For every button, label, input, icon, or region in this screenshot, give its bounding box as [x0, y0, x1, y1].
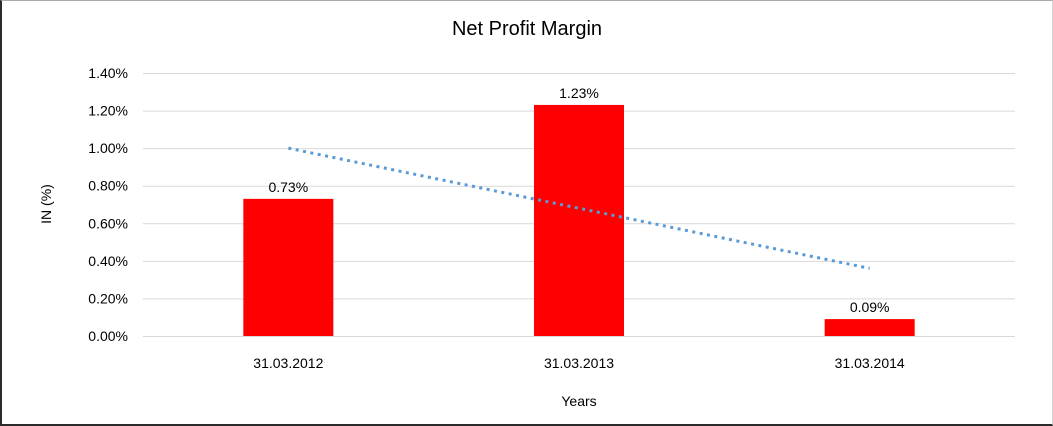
bar-data-label: 0.73%: [268, 179, 308, 195]
x-axis-title: Years: [561, 393, 597, 409]
bar-data-label: 0.09%: [850, 299, 890, 315]
bar-1: [534, 104, 624, 336]
y-tick-label: 0.60%: [88, 215, 128, 231]
bar-data-label: 1.23%: [559, 85, 599, 101]
x-category-label: 31.03.2013: [544, 355, 614, 371]
y-tick-label: 0.00%: [88, 328, 128, 344]
y-tick-label: 0.80%: [88, 178, 128, 194]
chart-title: Net Profit Margin: [451, 18, 603, 40]
x-category-label: 31.03.2014: [835, 355, 905, 371]
trendline: [288, 146, 870, 270]
y-tick-label: 1.20%: [88, 103, 128, 119]
bar-2: [824, 319, 915, 336]
y-tick-label: 1.00%: [88, 140, 128, 156]
x-category-label: 31.03.2012: [253, 355, 323, 371]
y-tick-label: 0.20%: [88, 290, 128, 306]
y-tick-label: 1.40%: [88, 65, 128, 81]
y-tick-label: 0.40%: [88, 253, 128, 269]
bar-0: [243, 198, 334, 336]
